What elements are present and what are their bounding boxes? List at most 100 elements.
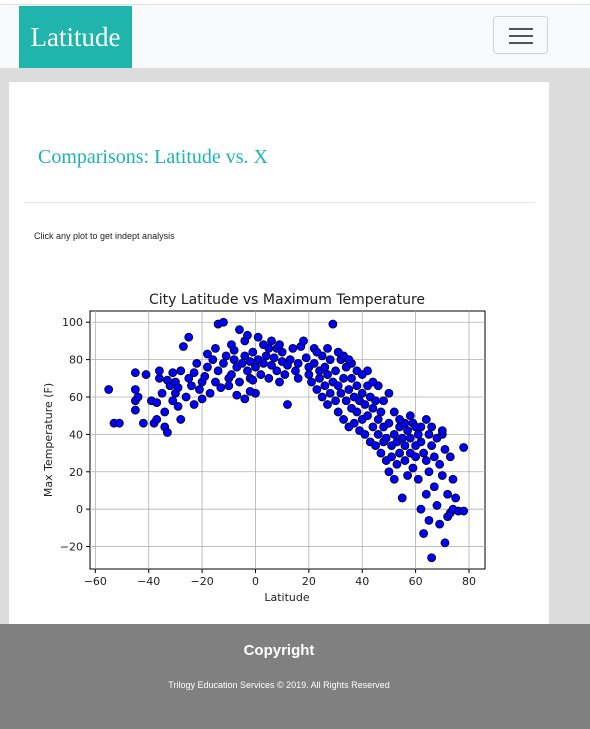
data-point xyxy=(384,388,394,398)
data-point xyxy=(154,366,164,376)
data-point xyxy=(363,366,372,376)
data-point xyxy=(272,366,282,376)
data-point xyxy=(248,375,258,385)
data-point xyxy=(437,471,447,480)
data-point xyxy=(275,377,284,387)
data-point xyxy=(288,343,298,353)
data-point xyxy=(320,381,330,391)
data-point xyxy=(437,426,447,436)
data-point xyxy=(104,385,114,394)
data-point xyxy=(227,340,236,350)
data-point xyxy=(336,388,346,398)
data-point xyxy=(291,366,300,376)
data-point xyxy=(344,385,354,394)
data-point xyxy=(445,452,455,462)
data-point xyxy=(448,474,458,484)
data-point xyxy=(371,396,380,406)
content-card: Comparisons: Latitude vs. X Click any pl… xyxy=(9,82,549,624)
temperature-scatter-plot[interactable]: −60 −40 −20 0 20 40 60 80 −20 0 20 40 60 80 100 City … xyxy=(33,286,503,606)
data-point xyxy=(130,405,140,415)
x-tick-label: 60 xyxy=(409,575,423,588)
data-point xyxy=(285,355,295,365)
data-point xyxy=(413,429,423,439)
data-point xyxy=(323,370,332,379)
brand-logo-link[interactable]: Latitude xyxy=(19,6,132,68)
data-point xyxy=(416,504,426,514)
data-point xyxy=(381,433,391,443)
data-point xyxy=(368,403,378,413)
data-point xyxy=(333,347,343,357)
x-axis-ticks: −60 −40 −20 0 20 40 60 80 xyxy=(84,569,476,588)
data-point xyxy=(235,377,244,387)
data-point xyxy=(181,392,191,402)
y-tick-label: 0 xyxy=(76,503,83,516)
data-point xyxy=(200,372,210,381)
data-point xyxy=(253,332,263,342)
data-point xyxy=(357,388,367,398)
data-point xyxy=(154,373,164,383)
data-point xyxy=(352,381,362,391)
hamburger-menu-icon xyxy=(509,35,533,37)
data-point xyxy=(152,398,162,408)
data-point xyxy=(440,444,450,454)
data-point xyxy=(403,471,413,480)
x-tick-label: −40 xyxy=(137,575,160,588)
data-point xyxy=(269,353,279,363)
instruction-text: Click any plot to get indept analysis xyxy=(34,231,175,241)
y-axis-ticks: −20 0 20 40 60 80 100 xyxy=(60,316,90,554)
hamburger-menu-button[interactable] xyxy=(493,16,548,54)
y-tick-label: 80 xyxy=(69,354,83,367)
data-point xyxy=(328,319,338,329)
data-point xyxy=(323,400,332,409)
data-point xyxy=(344,355,354,365)
data-point xyxy=(173,401,183,411)
data-point xyxy=(264,373,274,383)
data-point xyxy=(411,422,421,432)
data-point xyxy=(371,441,380,451)
data-point xyxy=(405,433,415,443)
hamburger-menu-icon xyxy=(509,42,533,44)
data-point xyxy=(411,452,421,462)
data-point xyxy=(413,474,423,484)
data-point xyxy=(315,373,324,383)
x-tick-label: −60 xyxy=(84,575,107,588)
data-points xyxy=(104,317,469,563)
hamburger-menu-icon xyxy=(509,28,533,30)
data-point xyxy=(379,396,388,406)
data-point xyxy=(160,407,170,417)
data-point xyxy=(275,340,284,350)
data-point xyxy=(341,396,351,406)
data-point xyxy=(216,383,226,393)
data-point xyxy=(405,411,415,421)
data-point xyxy=(352,407,362,417)
data-point xyxy=(387,452,396,462)
data-point xyxy=(280,370,290,379)
data-point xyxy=(400,441,410,451)
y-tick-label: 60 xyxy=(69,391,83,404)
footer-copyright-text: Trilogy Education Services © 2019. All R… xyxy=(168,680,390,690)
data-point xyxy=(451,493,461,503)
data-point xyxy=(397,493,407,503)
data-point xyxy=(130,385,140,394)
data-point xyxy=(429,482,439,492)
data-point xyxy=(293,358,303,368)
y-tick-label: −20 xyxy=(60,541,83,554)
data-point xyxy=(440,538,450,548)
data-point xyxy=(339,373,348,383)
data-point xyxy=(189,400,199,409)
data-point xyxy=(299,336,308,346)
data-point xyxy=(256,370,266,379)
data-point xyxy=(304,370,314,379)
data-point xyxy=(229,355,239,365)
data-point xyxy=(339,415,348,424)
x-tick-label: 80 xyxy=(462,575,476,588)
data-point xyxy=(192,358,202,368)
data-point xyxy=(429,452,439,462)
data-point xyxy=(395,448,404,458)
data-point xyxy=(368,377,378,387)
data-point xyxy=(432,501,442,510)
plot-link[interactable]: −60 −40 −20 0 20 40 60 80 −20 0 20 40 60 80 100 City … xyxy=(33,286,503,611)
data-point xyxy=(179,342,188,351)
data-point xyxy=(419,529,429,538)
footer-title: Copyright xyxy=(243,642,315,659)
